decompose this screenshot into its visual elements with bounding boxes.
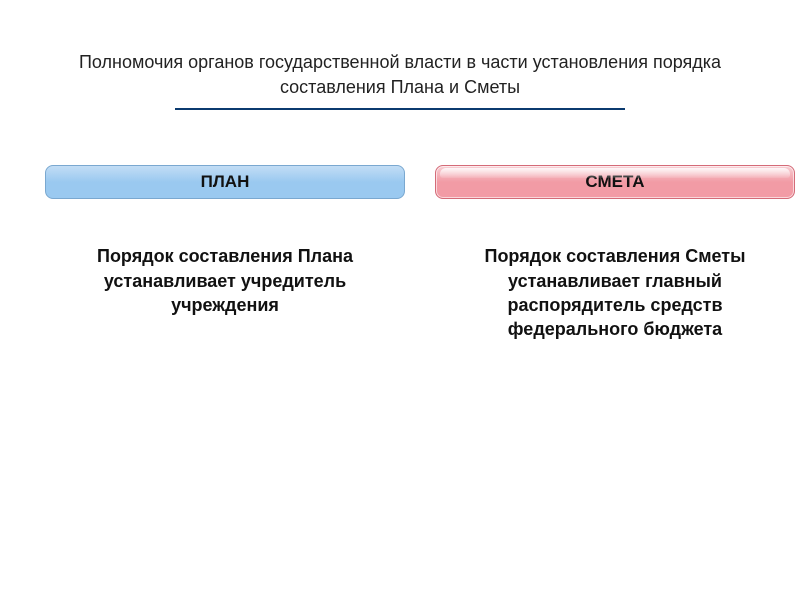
column-smeta: СМЕТА Порядок составления Сметы устанавл…: [435, 165, 795, 341]
smeta-description: Порядок составления Сметы устанавливает …: [450, 244, 780, 341]
plan-header-box: ПЛАН: [45, 165, 405, 199]
column-plan: ПЛАН Порядок составления Плана устанавли…: [45, 165, 405, 341]
smeta-header-label: СМЕТА: [585, 172, 644, 192]
plan-header-label: ПЛАН: [201, 172, 250, 192]
slide-container: Полномочия органов государственной власт…: [0, 0, 800, 600]
columns-wrapper: ПЛАН Порядок составления Плана устанавли…: [40, 165, 760, 341]
title-underline: [175, 108, 625, 110]
page-title: Полномочия органов государственной власт…: [40, 50, 760, 100]
smeta-header-box: СМЕТА: [435, 165, 795, 199]
plan-description: Порядок составления Плана устанавливает …: [60, 244, 390, 317]
